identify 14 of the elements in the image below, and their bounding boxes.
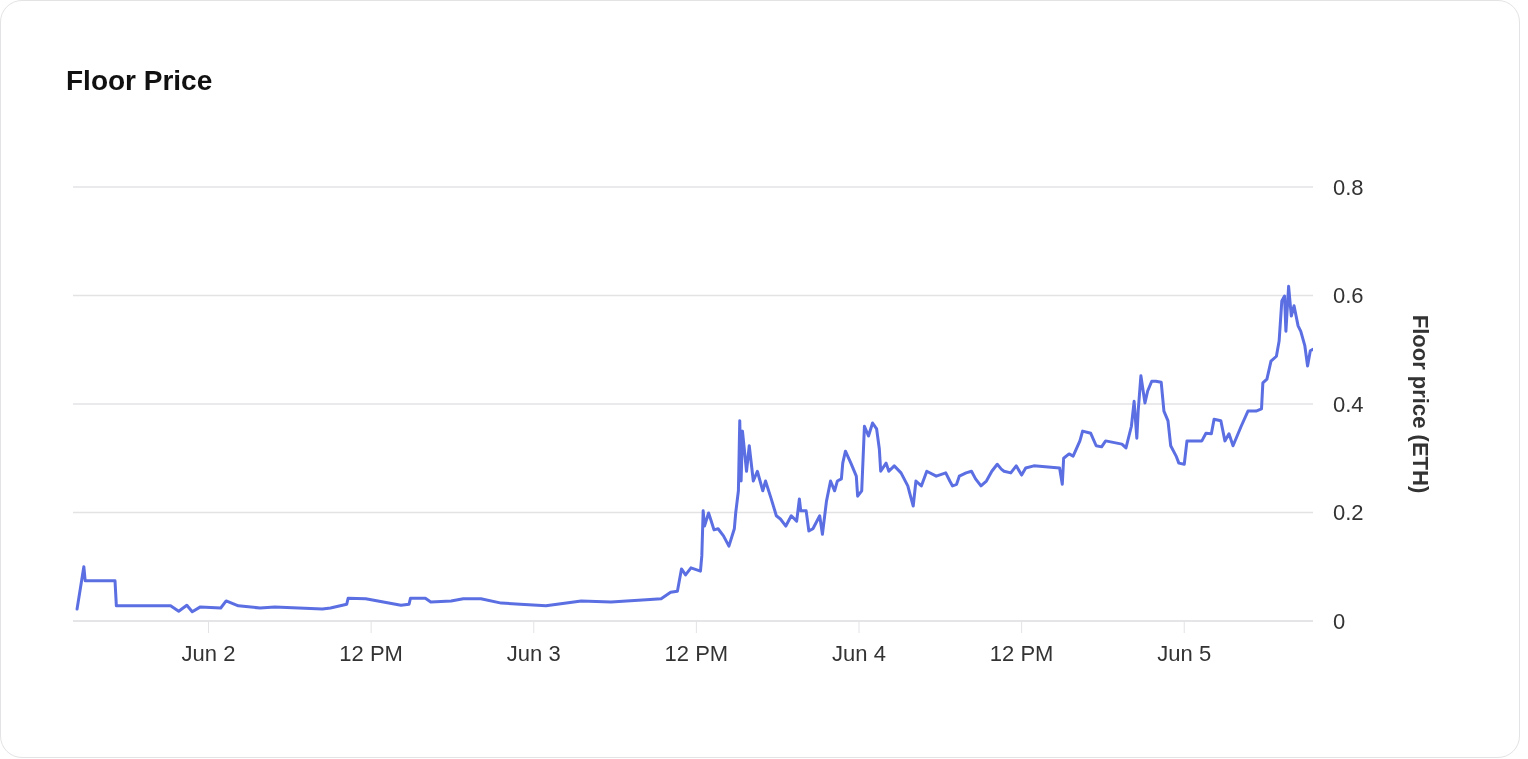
- x-tick-label: Jun 2: [181, 640, 236, 666]
- y-axis-title: Floor price (ETH): [1408, 314, 1434, 494]
- y-tick-label: 0.8: [1333, 174, 1364, 200]
- x-tick-label: Jun 5: [1157, 640, 1212, 666]
- x-tick-label: 12 PM: [664, 640, 729, 666]
- y-tick-label: 0: [1333, 608, 1346, 634]
- y-tick-label: 0.2: [1333, 500, 1364, 526]
- x-tick-label: Jun 3: [506, 640, 561, 666]
- x-tick-label: 12 PM: [339, 640, 403, 666]
- x-tick-label: 12 PM: [989, 640, 1054, 666]
- x-tick-label: Jun 4: [832, 640, 886, 666]
- chart-title: Floor Price: [66, 65, 213, 97]
- y-tick-label: 0.4: [1333, 391, 1364, 417]
- y-tick-label: 0.6: [1333, 283, 1364, 309]
